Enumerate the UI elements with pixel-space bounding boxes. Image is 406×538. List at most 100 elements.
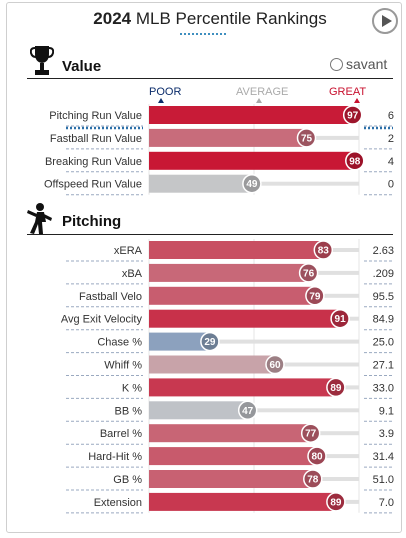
percentile-bar	[149, 263, 309, 282]
percentile-circle	[305, 286, 325, 306]
percentile-bar	[149, 424, 311, 443]
percentile-circle	[265, 354, 285, 375]
scale-poor-marker	[158, 98, 164, 103]
percentile-label: 60	[269, 360, 281, 371]
percentile-circle	[303, 469, 323, 489]
percentile-circle	[342, 105, 363, 125]
scale-great-label: GREAT	[329, 86, 367, 98]
percentile-bar	[149, 378, 336, 397]
percentile-bar	[149, 401, 248, 420]
percentile-label: 89	[330, 497, 342, 508]
percentile-circle	[298, 263, 319, 283]
percentile-bar	[149, 151, 355, 170]
metric-label: Avg Exit Velocity	[61, 314, 143, 326]
percentile-circle	[296, 128, 317, 148]
metric-label: xERA	[114, 245, 143, 257]
percentile-label: 83	[318, 246, 330, 257]
percentile-circle	[326, 492, 346, 512]
percentile-bar	[149, 174, 252, 193]
scale-average-label: AVERAGE	[236, 86, 289, 98]
percentile-bar	[149, 309, 341, 328]
metric-label: Chase %	[97, 337, 142, 349]
metric-label: xBA	[122, 268, 143, 280]
percentile-circle	[345, 151, 365, 171]
percentile-label: 47	[242, 406, 254, 417]
metric-value: 9.1	[379, 405, 394, 417]
metric-value: 6	[388, 110, 394, 122]
percentile-bar	[149, 286, 315, 305]
metric-label: Fastball Velo	[79, 291, 142, 303]
savant-logo[interactable]: savant	[330, 56, 387, 72]
percentile-label: 97	[347, 111, 359, 122]
section-pitching-rule	[27, 234, 393, 235]
metric-value: 4	[388, 156, 394, 168]
percentile-label: 76	[303, 268, 315, 279]
percentile-circle	[237, 400, 258, 421]
percentile-label: 79	[309, 291, 321, 302]
percentile-label: 80	[311, 452, 323, 463]
section-value-rule	[27, 78, 393, 79]
section-pitching-title: Pitching	[62, 213, 122, 230]
baseball-icon	[330, 58, 343, 71]
percentile-circle	[330, 308, 350, 329]
savant-logo-text: savant	[346, 56, 388, 72]
percentile-label: 75	[301, 133, 313, 144]
percentile-bar	[149, 241, 324, 259]
metric-label: Barrel %	[100, 428, 142, 440]
metric-value: .209	[373, 268, 394, 280]
metric-value: 25.0	[373, 337, 394, 349]
metric-value: 7.0	[379, 497, 394, 509]
percentile-label: 98	[349, 156, 361, 167]
percentile-label: 91	[335, 314, 347, 325]
percentile-circle	[242, 173, 262, 194]
percentile-bar	[149, 447, 317, 466]
percentile-bar	[149, 332, 210, 351]
scale-poor-label: POOR	[149, 86, 182, 98]
metric-value: 2	[388, 133, 394, 145]
percentile-label: 29	[204, 337, 216, 348]
metric-value: 95.5	[373, 291, 394, 303]
metric-label: Offspeed Run Value	[44, 179, 142, 191]
metric-label: Whiff %	[104, 360, 142, 372]
play-icon[interactable]	[372, 8, 398, 34]
percentile-circle	[313, 240, 334, 260]
title-underline	[180, 33, 226, 35]
percentile-label: 89	[330, 383, 342, 394]
percentile-bar	[149, 492, 336, 511]
trophy-icon	[30, 46, 54, 75]
metric-label: Fastball Run Value	[50, 133, 142, 145]
page-title: 2024 MLB Percentile Rankings	[0, 9, 406, 29]
metric-value: 2.63	[373, 245, 394, 257]
bar-track	[149, 339, 359, 344]
card-frame	[6, 2, 402, 533]
percentile-bar	[149, 128, 307, 147]
title-text: MLB Percentile Rankings	[135, 9, 327, 28]
metric-label: Extension	[94, 497, 142, 509]
percentile-label: 77	[305, 429, 317, 440]
percentile-bar	[149, 470, 313, 488]
title-year: 2024	[93, 9, 132, 28]
metric-value: 0	[388, 179, 394, 191]
metric-label: Hard-Hit %	[88, 451, 142, 463]
metric-value: 33.0	[373, 382, 394, 394]
metric-value: 27.1	[373, 360, 394, 372]
metric-value: 31.4	[373, 451, 394, 463]
percentile-bar	[149, 355, 275, 374]
metric-value: 51.0	[373, 474, 394, 486]
section-value-title: Value	[62, 58, 102, 75]
percentile-label: 78	[307, 475, 319, 486]
percentile-circle	[200, 331, 220, 352]
metric-label: GB %	[113, 474, 142, 486]
percentile-bar	[149, 106, 353, 124]
percentile-label: 49	[246, 179, 258, 190]
metric-value: 3.9	[379, 428, 394, 440]
percentile-circle	[326, 377, 346, 398]
metric-label: K %	[122, 382, 142, 394]
percentile-circle	[307, 446, 327, 466]
metric-value: 84.9	[373, 314, 394, 326]
metric-label: Pitching Run Value	[49, 110, 142, 122]
scale-great-marker	[354, 98, 360, 103]
scale-average-marker	[256, 98, 262, 103]
percentile-circle	[300, 423, 321, 443]
